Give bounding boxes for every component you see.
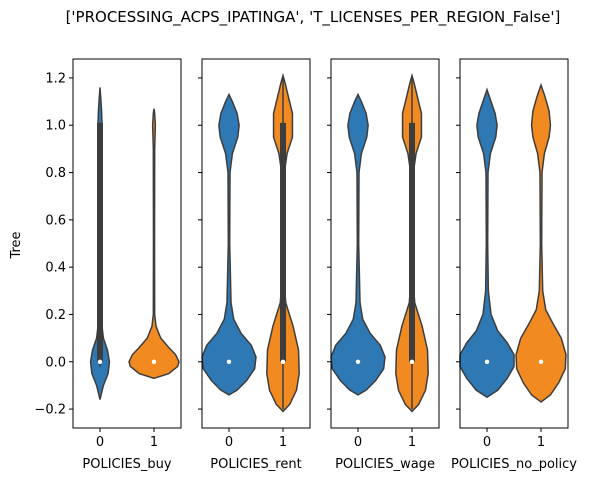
x-tick-label: 0 bbox=[225, 435, 233, 450]
chart-title: ['PROCESSING_ACPS_IPATINGA', 'T_LICENSES… bbox=[66, 8, 561, 27]
y-tick-label: 0.6 bbox=[45, 213, 66, 228]
y-tick-label: 0.0 bbox=[45, 355, 66, 370]
y-axis-label: Tree bbox=[9, 231, 24, 259]
violin-POLICIES_rent-0 bbox=[202, 94, 256, 394]
panel-POLICIES_wage: 0 1 POLICIES_wage bbox=[327, 59, 439, 472]
median-marker bbox=[152, 360, 156, 364]
violin-POLICIES_wage-0 bbox=[331, 94, 385, 394]
y-tick-label: 0.8 bbox=[45, 166, 66, 181]
y-tick-label: 0.4 bbox=[45, 261, 66, 276]
panel-POLICIES_buy: −0.2 0.0 0.2 0.4 0.6 0.8 1.0 1.2 0 1 POLICIES_buy bbox=[34, 59, 181, 472]
y-tick-label: 1.2 bbox=[45, 71, 66, 86]
y-tick-label: 0.2 bbox=[45, 308, 66, 323]
median-marker bbox=[356, 360, 360, 364]
violin-POLICIES_buy-1 bbox=[129, 109, 179, 379]
median-marker bbox=[281, 360, 285, 364]
median-marker bbox=[410, 360, 414, 364]
x-tick-label: 1 bbox=[408, 435, 416, 450]
violin-POLICIES_no_policy-0 bbox=[460, 90, 514, 398]
x-axis-label: POLICIES_rent bbox=[210, 457, 301, 472]
y-tick-label: −0.2 bbox=[34, 403, 66, 418]
violin-box bbox=[409, 123, 415, 362]
median-marker bbox=[98, 360, 102, 364]
y-tick-label: 1.0 bbox=[45, 119, 66, 134]
x-axis-label: POLICIES_buy bbox=[82, 457, 172, 472]
violin-POLICIES_no_policy-1 bbox=[516, 85, 566, 402]
x-tick-label: 0 bbox=[483, 435, 491, 450]
median-marker bbox=[539, 360, 543, 364]
x-tick-label: 0 bbox=[96, 435, 104, 450]
x-tick-label: 1 bbox=[150, 435, 158, 450]
x-axis-label: POLICIES_wage bbox=[335, 457, 435, 472]
panels-group: −0.2 0.0 0.2 0.4 0.6 0.8 1.0 1.2 0 1 POLICIES_buy 0… bbox=[34, 59, 577, 472]
x-tick-label: 1 bbox=[279, 435, 287, 450]
median-marker bbox=[485, 360, 489, 364]
violin-box bbox=[280, 123, 286, 362]
panel-POLICIES_no_policy: 0 1 POLICIES_no_policy bbox=[451, 59, 577, 472]
median-marker bbox=[227, 360, 231, 364]
x-tick-label: 0 bbox=[354, 435, 362, 450]
violin-box bbox=[97, 123, 103, 362]
panel-POLICIES_rent: 0 1 POLICIES_rent bbox=[198, 59, 310, 472]
x-tick-label: 1 bbox=[537, 435, 545, 450]
x-axis-label: POLICIES_no_policy bbox=[451, 457, 577, 472]
